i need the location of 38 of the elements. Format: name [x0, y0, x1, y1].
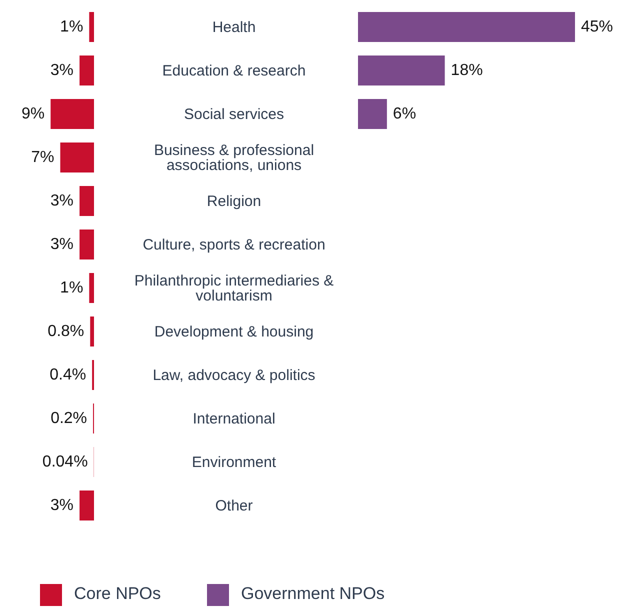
bar	[50, 99, 94, 129]
y-tick-label: Environment	[192, 454, 277, 472]
bar	[80, 230, 94, 260]
bar	[80, 490, 94, 520]
y-tick-label: Social services	[184, 106, 284, 124]
y-tick-label: International	[192, 410, 276, 428]
data-label: 3%	[50, 236, 74, 253]
data-label: 1%	[60, 18, 84, 36]
y-tick-label: Health	[212, 19, 256, 36]
y-tick-label: Education & research	[162, 62, 306, 80]
legend-label: Core NPOs	[74, 584, 161, 604]
y-tick-label: Philanthropic intermediaries & voluntarism	[134, 272, 334, 305]
y-tick-label: Business & professional associations, unions	[154, 142, 314, 174]
bar	[80, 56, 94, 86]
y-tick-label: Law, advocacy & politics	[152, 367, 316, 384]
bar	[60, 142, 94, 172]
data-label: 0.4%	[50, 366, 86, 384]
bar	[90, 316, 94, 346]
data-label: 0.2%	[50, 410, 88, 427]
data-label: 3%	[50, 192, 74, 210]
data-label: 3%	[50, 497, 74, 514]
legend-label: Government NPOs	[241, 584, 385, 604]
data-label: 3%	[50, 62, 74, 79]
data-label: 9%	[21, 106, 45, 122]
data-label: 45%	[581, 18, 614, 36]
data-label: 7%	[31, 149, 54, 166]
y-tick-label: Development & housing	[154, 324, 314, 341]
data-label: 1%	[60, 280, 84, 296]
y-tick-label: Religion	[206, 193, 262, 210]
data-label: 0.04%	[42, 454, 88, 470]
data-label: 18%	[450, 62, 483, 79]
y-tick-label: Culture, sports & recreation	[142, 236, 326, 254]
bar	[80, 186, 94, 216]
data-label: 0.8%	[48, 323, 84, 340]
bar	[89, 12, 94, 42]
data-label: 6%	[392, 106, 416, 122]
y-tick-label: Other	[215, 498, 253, 515]
bar	[89, 273, 94, 303]
